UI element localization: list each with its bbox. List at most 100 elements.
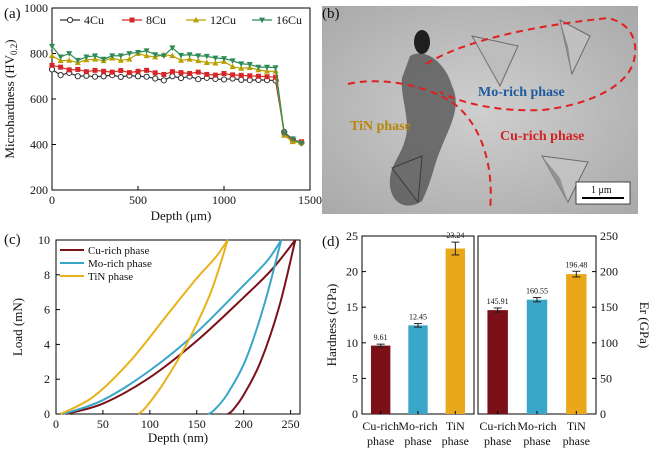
panel-d-chart: (d) 05101520259.61Cu-richphase12.45Mo-ri… bbox=[322, 229, 650, 448]
x-tick-label: phase bbox=[523, 434, 550, 448]
marker bbox=[193, 16, 199, 23]
y-tick-label: 15 bbox=[346, 300, 358, 314]
curve-Mo-rich phase bbox=[63, 239, 283, 415]
y-tick-label: 0 bbox=[600, 407, 606, 421]
x-tick-label: 0 bbox=[53, 417, 59, 431]
data-label: 23.24 bbox=[446, 231, 464, 240]
scalebar-label: 1 μm bbox=[591, 185, 612, 196]
y-tick-label: 200 bbox=[30, 183, 48, 197]
marker bbox=[264, 68, 270, 74]
x-tick-label: 0 bbox=[49, 193, 55, 207]
legend-item: Mo-rich phase bbox=[60, 258, 152, 270]
marker bbox=[264, 64, 270, 71]
legend-label: 4Cu bbox=[84, 13, 104, 27]
panel-b-label-box: (b) bbox=[322, 6, 340, 22]
marker bbox=[272, 65, 279, 71]
x-tick-label: 100 bbox=[141, 417, 159, 431]
legend-label: 8Cu bbox=[146, 13, 166, 27]
marker bbox=[92, 53, 98, 59]
left-y-axis-label: Hardness (GPa) bbox=[324, 284, 339, 367]
loading-curve bbox=[65, 239, 297, 415]
y-tick-label: 600 bbox=[30, 92, 48, 106]
marker bbox=[247, 73, 253, 79]
series-12Cu bbox=[49, 50, 305, 146]
marker bbox=[143, 73, 150, 80]
marker bbox=[109, 53, 116, 59]
tin-label: TiN phase bbox=[350, 119, 411, 134]
marker bbox=[152, 70, 158, 76]
marker bbox=[273, 74, 279, 80]
y-tick-label: 200 bbox=[600, 265, 618, 279]
marker bbox=[187, 71, 193, 77]
indent-tin bbox=[391, 155, 423, 204]
legend-label: 16Cu bbox=[276, 13, 302, 27]
marker bbox=[49, 62, 55, 68]
marker bbox=[129, 17, 135, 23]
marker bbox=[186, 55, 193, 62]
marker bbox=[74, 73, 81, 80]
y-tick-label: 10 bbox=[346, 336, 358, 350]
legend-label: Cu-rich phase bbox=[88, 245, 150, 257]
marker bbox=[220, 76, 228, 83]
legend-label: 12Cu bbox=[210, 13, 236, 27]
marker bbox=[92, 67, 98, 73]
marker bbox=[212, 55, 219, 62]
marker bbox=[229, 63, 236, 70]
y-tick-label: 8 bbox=[44, 268, 50, 282]
legend-item: Cu-rich phase bbox=[60, 245, 150, 257]
x-tick-label: Mo-rich bbox=[517, 419, 556, 433]
marker bbox=[230, 72, 236, 78]
marker bbox=[143, 52, 150, 59]
bar bbox=[370, 345, 391, 414]
marker bbox=[212, 59, 219, 66]
marker bbox=[100, 56, 107, 63]
curve-Cu-rich phase bbox=[65, 239, 297, 415]
marker bbox=[186, 52, 193, 58]
legend-item: TiN phase bbox=[60, 271, 133, 283]
y-tick-label: 5 bbox=[352, 371, 358, 385]
marker bbox=[57, 54, 64, 61]
marker bbox=[109, 69, 115, 75]
marker bbox=[169, 45, 176, 52]
marker bbox=[91, 73, 99, 80]
marker bbox=[281, 130, 288, 137]
marker bbox=[152, 52, 159, 58]
marker bbox=[203, 53, 210, 60]
marker bbox=[101, 68, 107, 74]
x-tick-label: phase bbox=[404, 434, 431, 448]
legend-item-8Cu: 8Cu bbox=[122, 13, 166, 27]
marker bbox=[135, 68, 141, 74]
marker bbox=[195, 76, 202, 83]
tin-phase-boundary bbox=[347, 80, 492, 211]
marker bbox=[117, 53, 124, 59]
marker bbox=[169, 52, 176, 59]
marker bbox=[264, 74, 270, 80]
marker bbox=[152, 75, 159, 82]
data-label: 196.48 bbox=[565, 260, 587, 269]
marker bbox=[66, 51, 73, 57]
right-y-axis-label: Er (GPa) bbox=[637, 302, 650, 349]
x-tick-label: Mo-rich bbox=[398, 419, 437, 433]
mo-phase-boundary bbox=[425, 16, 637, 112]
bar bbox=[445, 248, 466, 414]
plot-frame bbox=[55, 239, 301, 415]
marker bbox=[74, 57, 81, 64]
bar bbox=[487, 310, 508, 414]
marker bbox=[126, 51, 133, 57]
x-tick-label: phase bbox=[367, 434, 394, 448]
marker bbox=[66, 16, 74, 24]
marker bbox=[161, 71, 167, 77]
marker bbox=[144, 67, 150, 73]
marker bbox=[255, 64, 262, 71]
y-tick-label: 100 bbox=[600, 336, 618, 350]
y-tick-label: 150 bbox=[600, 300, 618, 314]
marker bbox=[49, 43, 55, 50]
marker bbox=[246, 62, 253, 68]
x-tick-label: 50 bbox=[97, 417, 109, 431]
marker bbox=[160, 53, 167, 59]
y-tick-label: 0 bbox=[44, 407, 50, 421]
